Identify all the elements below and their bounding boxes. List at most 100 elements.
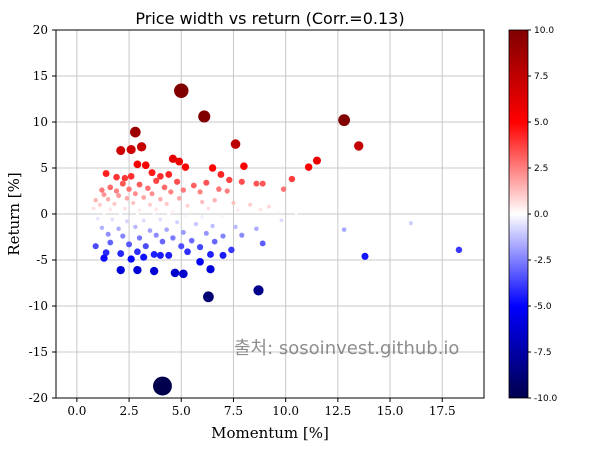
data-point xyxy=(183,214,188,218)
data-point xyxy=(100,254,108,262)
x-tick-label: 10.0 xyxy=(272,404,299,418)
data-point xyxy=(185,203,190,208)
data-point xyxy=(113,188,120,194)
colorbar-ticks: -10.0 -7.5 -5.0 -2.5 0.0 2.5 5.0 7.5 10.0 xyxy=(528,26,558,404)
data-point xyxy=(288,175,296,183)
data-point xyxy=(129,126,141,138)
data-point xyxy=(217,171,225,178)
y-tick-label: -10 xyxy=(29,299,48,313)
data-point xyxy=(181,163,190,171)
data-point xyxy=(248,202,253,207)
data-point xyxy=(206,265,215,274)
data-point xyxy=(107,239,114,246)
data-point xyxy=(170,235,176,241)
chart-title: Price width vs return (Corr.=0.13) xyxy=(135,9,404,28)
data-point xyxy=(158,217,163,222)
data-point xyxy=(141,161,150,170)
x-axis-label: Momentum [%] xyxy=(211,424,329,442)
data-point xyxy=(121,174,129,182)
data-point xyxy=(136,142,147,152)
data-point xyxy=(190,210,194,214)
data-point xyxy=(206,206,211,211)
data-point xyxy=(176,196,182,201)
data-point xyxy=(161,184,168,191)
watermark: 출처: sosoinvest.github.io xyxy=(234,338,459,359)
data-point xyxy=(112,201,117,206)
data-point xyxy=(164,201,169,206)
data-point xyxy=(203,230,209,236)
data-point xyxy=(157,172,164,180)
data-point xyxy=(105,197,111,202)
data-point xyxy=(116,193,122,199)
data-point xyxy=(145,185,151,192)
data-point xyxy=(174,83,189,98)
data-point xyxy=(126,145,136,155)
data-point xyxy=(193,222,198,227)
data-point xyxy=(240,162,248,170)
data-point xyxy=(156,251,164,259)
data-point xyxy=(148,169,156,177)
data-point xyxy=(123,206,127,211)
data-point xyxy=(124,196,130,201)
data-point xyxy=(258,207,263,212)
y-tick-label: -15 xyxy=(29,345,48,359)
data-point xyxy=(408,221,413,226)
data-point xyxy=(117,250,125,257)
data-point xyxy=(235,208,240,213)
data-point xyxy=(228,246,235,254)
y-tick-label: -20 xyxy=(29,391,48,405)
colorbar-tick-label: -2.5 xyxy=(534,256,552,266)
colorbar-tick-label: -7.5 xyxy=(534,348,552,358)
colorbar-tick-label: 5.0 xyxy=(534,118,549,128)
y-tick-label: 0 xyxy=(40,207,48,221)
data-point xyxy=(207,251,214,258)
y-axis-label: Return [%] xyxy=(5,172,23,255)
data-point xyxy=(200,215,204,219)
data-point xyxy=(99,225,105,231)
data-point xyxy=(97,202,102,207)
data-point xyxy=(171,209,175,213)
y-tick-label: 20 xyxy=(33,23,48,37)
data-point xyxy=(338,114,350,127)
data-point xyxy=(142,243,149,250)
data-point xyxy=(116,146,126,156)
data-point xyxy=(178,243,185,250)
data-point xyxy=(277,210,282,214)
data-point xyxy=(253,180,260,187)
data-point xyxy=(133,265,142,275)
data-point xyxy=(149,266,159,276)
data-point xyxy=(116,226,121,231)
data-point xyxy=(165,171,173,178)
data-point xyxy=(203,291,214,303)
data-point xyxy=(230,139,241,149)
y-tick-label: -5 xyxy=(36,253,48,267)
colorbar-tick-label: 2.5 xyxy=(534,164,548,174)
data-point xyxy=(179,269,188,279)
data-point xyxy=(203,179,210,186)
y-tick-label: 15 xyxy=(33,69,48,83)
data-point xyxy=(137,208,142,213)
data-point xyxy=(168,154,178,163)
data-point xyxy=(102,170,110,177)
data-point xyxy=(101,192,107,198)
data-point xyxy=(131,200,136,206)
data-point xyxy=(136,181,143,188)
data-point xyxy=(174,178,181,185)
data-point xyxy=(170,268,180,278)
data-point xyxy=(154,207,159,212)
data-point xyxy=(108,207,113,212)
x-tick-label: 5.0 xyxy=(172,404,191,418)
data-point xyxy=(238,178,245,185)
data-point xyxy=(110,217,115,222)
data-point xyxy=(164,227,169,232)
data-point xyxy=(188,237,195,244)
data-point xyxy=(92,243,99,250)
data-point xyxy=(341,227,347,232)
data-point xyxy=(208,164,217,172)
colorbar-tick-label: -10.0 xyxy=(534,394,558,404)
x-tick-label: 0.0 xyxy=(67,404,86,418)
data-point xyxy=(107,184,114,191)
data-point xyxy=(165,251,173,259)
data-point xyxy=(153,232,159,238)
x-tick-label: 15.0 xyxy=(377,404,404,418)
